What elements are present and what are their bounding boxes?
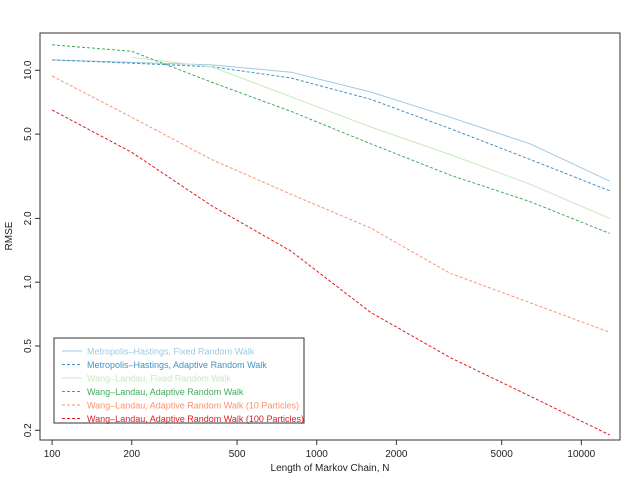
x-axis-label: Length of Markov Chain, N bbox=[271, 463, 390, 474]
y-tick-label: 0.2 bbox=[23, 423, 34, 437]
x-tick-label: 2000 bbox=[385, 449, 408, 460]
series-line-6 bbox=[51, 109, 610, 436]
y-tick-label: 5.0 bbox=[23, 127, 34, 141]
legend-label-1: Metropolis–Hastings, Fixed Random Walk bbox=[87, 347, 255, 357]
series-line-2 bbox=[52, 59, 610, 192]
y-tick-label: 10.0 bbox=[23, 60, 34, 80]
legend: Metropolis–Hastings, Fixed Random Walk Me… bbox=[53, 337, 305, 424]
legend-label-3: Wang–Landau, Fixed Random Walk bbox=[87, 374, 231, 384]
x-tick-label: 500 bbox=[229, 449, 246, 460]
y-tick-label: 0.5 bbox=[23, 339, 34, 353]
y-axis: 0.2 0.5 1.0 2.0 5.0 10.0 bbox=[23, 60, 40, 437]
legend-label-6: Wang–Landau, Adaptive Random Walk (100 P… bbox=[87, 414, 304, 424]
y-tick-label: 1.0 bbox=[23, 275, 34, 289]
series-line-1 bbox=[52, 59, 610, 182]
x-tick-label: 200 bbox=[123, 449, 140, 460]
series-line-5 bbox=[51, 75, 610, 333]
legend-box bbox=[53, 337, 305, 424]
legend-label-2: Metropolis–Hastings, Adaptive Random Wal… bbox=[87, 360, 267, 370]
x-tick-label: 1000 bbox=[306, 449, 329, 460]
x-tick-label: 5000 bbox=[491, 449, 514, 460]
x-tick-label: 10000 bbox=[567, 449, 595, 460]
y-tick-label: 2.0 bbox=[23, 211, 34, 225]
y-axis-label: RMSE bbox=[4, 221, 15, 250]
series-layer bbox=[51, 44, 610, 436]
x-tick-label: 100 bbox=[44, 449, 61, 460]
series-line-4 bbox=[52, 44, 610, 234]
legend-label-5: Wang–Landau, Adaptive Random Walk (10 Pa… bbox=[87, 401, 299, 411]
plot-frame bbox=[39, 32, 621, 441]
x-axis: 100 200 500 1000 2000 5000 10000 bbox=[44, 440, 596, 460]
series-line-3 bbox=[131, 57, 610, 219]
legend-label-4: Wang–Landau, Adaptive Random Walk bbox=[87, 387, 244, 397]
